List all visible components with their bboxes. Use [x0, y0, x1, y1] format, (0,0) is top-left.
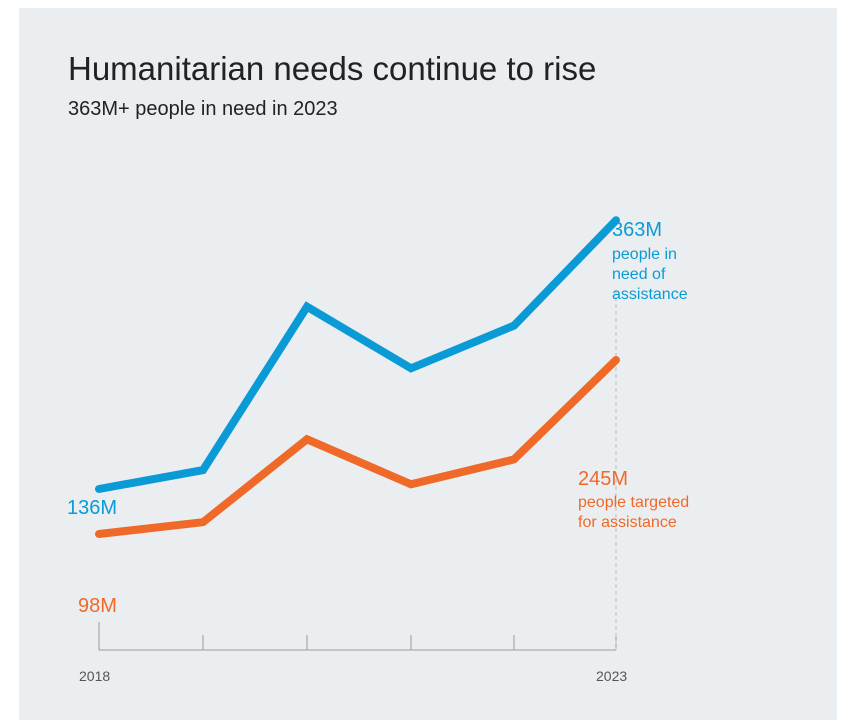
targeted-end-value-label: 245M	[578, 468, 628, 490]
chart-title: Humanitarian needs continue to rise	[68, 50, 597, 87]
need-series-line	[95, 216, 620, 493]
targeted-series-line	[95, 356, 620, 538]
chart-subtitle: 363M+ people in need in 2023	[68, 98, 338, 120]
need-end-note-line-1: people in	[612, 246, 677, 263]
need-end-note-line-2: need of	[612, 266, 666, 283]
targeted-end-note-line-2: for assistance	[578, 514, 677, 531]
need-start-label: 136M	[67, 497, 117, 519]
need-end-value-label: 363M	[612, 219, 662, 241]
x-tick-label-2018: 2018	[79, 668, 110, 684]
targeted-end-note-line-1: people targeted	[578, 494, 689, 511]
targeted-start-label: 98M	[78, 595, 117, 617]
x-tick-label-2023: 2023	[596, 668, 627, 684]
need-end-note-line-3: assistance	[612, 286, 688, 303]
